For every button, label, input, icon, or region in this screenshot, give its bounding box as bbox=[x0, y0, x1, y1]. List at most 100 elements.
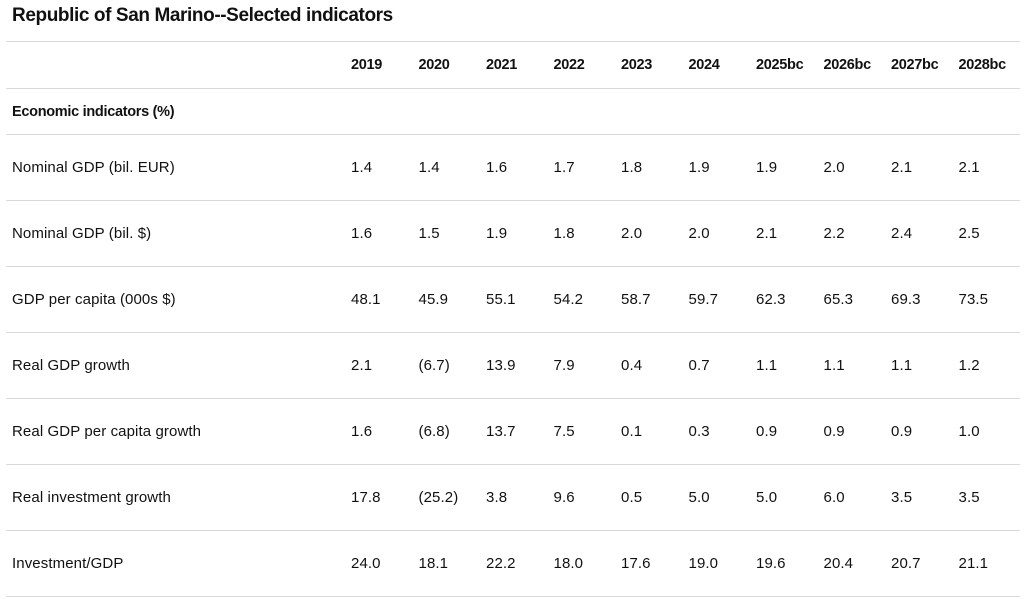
column-header: 2027bc bbox=[885, 41, 953, 89]
section-header-row: Economic indicators (%) bbox=[6, 88, 1020, 135]
table-cell: 1.6 bbox=[345, 398, 413, 465]
table-cell: 0.9 bbox=[885, 398, 953, 465]
table-cell: 18.0 bbox=[547, 530, 615, 597]
header-label-cell bbox=[6, 41, 345, 89]
table-cell: (25.2) bbox=[412, 464, 480, 531]
table-cell: 1.0 bbox=[952, 398, 1020, 465]
table-cell: 0.7 bbox=[682, 332, 750, 399]
table-cell: 19.6 bbox=[750, 530, 818, 597]
table-cell: 20.7 bbox=[885, 530, 953, 597]
table-cell: (6.7) bbox=[412, 332, 480, 399]
table-cell: 1.9 bbox=[480, 200, 548, 267]
table-row: GDP per capita (000s $) 48.1 45.9 55.1 54.2 5… bbox=[6, 266, 1020, 333]
table-cell: 7.9 bbox=[547, 332, 615, 399]
table-cell: 1.6 bbox=[480, 134, 548, 201]
row-label: Investment/GDP bbox=[6, 530, 345, 597]
table-row: Nominal GDP (bil. $) 1.6 1.5 1.9 1.8 2.0 2.0 2.… bbox=[6, 200, 1020, 267]
table-cell: 45.9 bbox=[412, 266, 480, 333]
column-header: 2023 bbox=[615, 41, 683, 89]
column-header: 2020 bbox=[412, 41, 480, 89]
table-cell: 1.4 bbox=[412, 134, 480, 201]
indicators-table: 2019 2020 2021 2022 2023 2024 2025bc 202… bbox=[6, 41, 1020, 597]
row-label: Nominal GDP (bil. EUR) bbox=[6, 134, 345, 201]
section-heading: Economic indicators (%) bbox=[6, 88, 1020, 135]
column-header: 2028bc bbox=[952, 41, 1020, 89]
table-cell: 22.2 bbox=[480, 530, 548, 597]
table-cell: 59.7 bbox=[682, 266, 750, 333]
table-cell: 1.4 bbox=[345, 134, 413, 201]
table-cell: 13.9 bbox=[480, 332, 548, 399]
table-cell: 48.1 bbox=[345, 266, 413, 333]
table-cell: 6.0 bbox=[817, 464, 885, 531]
table-cell: 2.1 bbox=[750, 200, 818, 267]
row-label: Real investment growth bbox=[6, 464, 345, 531]
table-cell: 2.4 bbox=[885, 200, 953, 267]
table-cell: 65.3 bbox=[817, 266, 885, 333]
table-cell: 18.1 bbox=[412, 530, 480, 597]
column-header: 2021 bbox=[480, 41, 548, 89]
table-cell: 62.3 bbox=[750, 266, 818, 333]
row-label: GDP per capita (000s $) bbox=[6, 266, 345, 333]
table-cell: 1.7 bbox=[547, 134, 615, 201]
table-cell: 1.1 bbox=[885, 332, 953, 399]
row-label: Nominal GDP (bil. $) bbox=[6, 200, 345, 267]
table-cell: 13.7 bbox=[480, 398, 548, 465]
table-cell: 1.6 bbox=[345, 200, 413, 267]
table-cell: 2.0 bbox=[817, 134, 885, 201]
table-row: Nominal GDP (bil. EUR) 1.4 1.4 1.6 1.7 1.8 1.9… bbox=[6, 134, 1020, 201]
table-cell: 17.6 bbox=[615, 530, 683, 597]
table-row: Investment/GDP 24.0 18.1 22.2 18.0 17.6 19.0 19… bbox=[6, 530, 1020, 597]
table-cell: (6.8) bbox=[412, 398, 480, 465]
table-cell: 2.1 bbox=[345, 332, 413, 399]
table-cell: 55.1 bbox=[480, 266, 548, 333]
table-cell: 69.3 bbox=[885, 266, 953, 333]
table-cell: 0.5 bbox=[615, 464, 683, 531]
table-cell: 21.1 bbox=[952, 530, 1020, 597]
table-cell: 24.0 bbox=[345, 530, 413, 597]
table-cell: 5.0 bbox=[750, 464, 818, 531]
table-cell: 2.0 bbox=[615, 200, 683, 267]
table-cell: 7.5 bbox=[547, 398, 615, 465]
table-cell: 2.5 bbox=[952, 200, 1020, 267]
table-cell: 2.1 bbox=[885, 134, 953, 201]
table-cell: 1.1 bbox=[817, 332, 885, 399]
table-cell: 1.9 bbox=[750, 134, 818, 201]
column-header: 2019 bbox=[345, 41, 413, 89]
row-label: Real GDP per capita growth bbox=[6, 398, 345, 465]
table-row: Real GDP growth 2.1 (6.7) 13.9 7.9 0.4 0.7 1.1 1… bbox=[6, 332, 1020, 399]
column-header: 2022 bbox=[547, 41, 615, 89]
table-cell: 20.4 bbox=[817, 530, 885, 597]
column-header: 2026bc bbox=[817, 41, 885, 89]
table-cell: 1.9 bbox=[682, 134, 750, 201]
table-cell: 58.7 bbox=[615, 266, 683, 333]
column-header: 2024 bbox=[682, 41, 750, 89]
table-cell: 2.1 bbox=[952, 134, 1020, 201]
table-cell: 0.9 bbox=[817, 398, 885, 465]
table-row: Real GDP per capita growth 1.6 (6.8) 13.7 7.… bbox=[6, 398, 1020, 465]
table-cell: 1.1 bbox=[750, 332, 818, 399]
table-cell: 2.2 bbox=[817, 200, 885, 267]
table-cell: 5.0 bbox=[682, 464, 750, 531]
table-cell: 3.5 bbox=[952, 464, 1020, 531]
column-header: 2025bc bbox=[750, 41, 818, 89]
table-row: Real investment growth 17.8 (25.2) 3.8 9.6 0.… bbox=[6, 464, 1020, 531]
table-cell: 54.2 bbox=[547, 266, 615, 333]
table-cell: 19.0 bbox=[682, 530, 750, 597]
table-header-row: 2019 2020 2021 2022 2023 2024 2025bc 202… bbox=[6, 41, 1020, 89]
table-cell: 2.0 bbox=[682, 200, 750, 267]
table-cell: 1.5 bbox=[412, 200, 480, 267]
row-label: Real GDP growth bbox=[6, 332, 345, 399]
table-cell: 73.5 bbox=[952, 266, 1020, 333]
table-cell: 3.5 bbox=[885, 464, 953, 531]
table-cell: 0.9 bbox=[750, 398, 818, 465]
table-cell: 0.1 bbox=[615, 398, 683, 465]
table-cell: 1.8 bbox=[615, 134, 683, 201]
table-cell: 1.8 bbox=[547, 200, 615, 267]
table-cell: 3.8 bbox=[480, 464, 548, 531]
table-cell: 1.2 bbox=[952, 332, 1020, 399]
table-cell: 17.8 bbox=[345, 464, 413, 531]
table-cell: 0.3 bbox=[682, 398, 750, 465]
table-cell: 0.4 bbox=[615, 332, 683, 399]
table-cell: 9.6 bbox=[547, 464, 615, 531]
page-title: Republic of San Marino--Selected indicat… bbox=[12, 5, 393, 26]
